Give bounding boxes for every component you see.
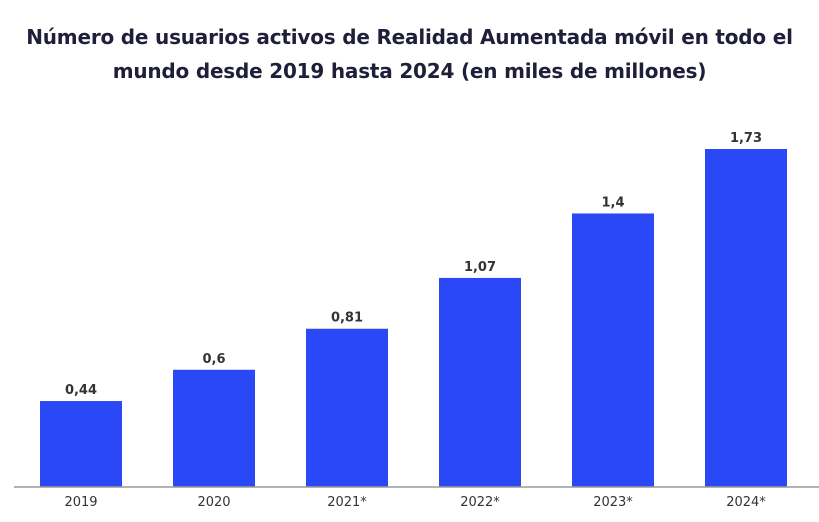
- labels-layer: 0,44 2019 0,6 2020 0,81 2021* 1,07 2022* 1,4 2023…: [64, 131, 766, 510]
- x-tick-label-2020: 2020: [197, 495, 230, 510]
- x-tick-label-2022*: 2022*: [460, 495, 500, 510]
- data-label-2021*: 0,81: [331, 311, 363, 326]
- x-tick-label-2023*: 2023*: [593, 495, 633, 510]
- chart-title-line-2: mundo desde 2019 hasta 2024 (en miles de…: [112, 59, 707, 83]
- bar-2021*: [306, 328, 388, 487]
- bar-2022*: [439, 277, 521, 487]
- chart-title-line-1: Número de usuarios activos de Realidad A…: [26, 25, 793, 49]
- bar-2020: [173, 369, 255, 487]
- x-tick-label-2024*: 2024*: [726, 495, 766, 510]
- x-tick-label-2021*: 2021*: [327, 495, 367, 510]
- data-label-2022*: 1,07: [464, 260, 496, 275]
- x-tick-label-2019: 2019: [64, 495, 97, 510]
- bar-2024*: [705, 149, 787, 487]
- chart-title: Número de usuarios activos de Realidad A…: [0, 20, 819, 88]
- data-label-2023*: 1,4: [601, 195, 624, 210]
- bars-layer: [40, 149, 787, 487]
- bar-2023*: [572, 213, 654, 487]
- data-label-2020: 0,6: [202, 352, 225, 367]
- bar-2019: [40, 401, 122, 487]
- data-label-2024*: 1,73: [730, 131, 762, 146]
- data-label-2019: 0,44: [65, 383, 97, 398]
